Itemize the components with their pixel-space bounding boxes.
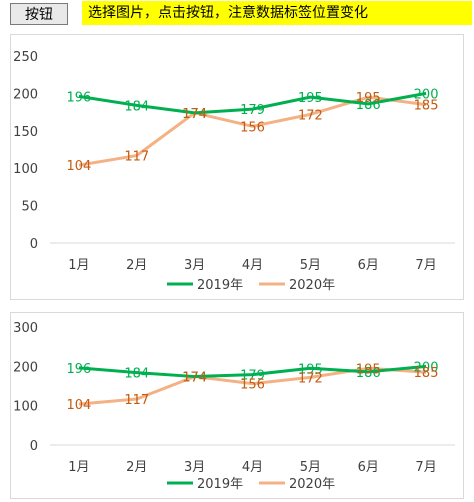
data-label: 174	[182, 107, 207, 122]
data-label: 200	[414, 87, 439, 102]
y-tick-label: 200	[13, 87, 38, 102]
data-label: 196	[67, 90, 92, 105]
data-label: 195	[298, 362, 323, 377]
line-chart-top: 0 50 100 150 200 250 1月 2月 3月 4月 5月 6月 7月 196 184 174 17…	[13, 50, 455, 293]
x-tick-label: 4月	[242, 258, 263, 273]
y-tick-label: 0	[30, 439, 38, 454]
x-tick-label: 7月	[415, 258, 436, 273]
data-label: 196	[67, 362, 92, 377]
data-label: 174	[182, 371, 207, 386]
data-label: 195	[356, 91, 381, 106]
data-label: 104	[67, 159, 92, 174]
x-tick-label: 4月	[242, 460, 263, 475]
action-button[interactable]: 按钮	[10, 3, 68, 25]
data-label: 117	[124, 393, 149, 408]
instruction-banner: 选择图片，点击按钮，注意数据标签位置变化	[82, 1, 472, 25]
data-label: 156	[240, 378, 265, 393]
data-label: 186	[356, 366, 381, 381]
x-tick-label: 6月	[358, 460, 379, 475]
series-line-2019	[78, 364, 427, 379]
x-tick-label: 2月	[126, 460, 147, 475]
y-tick-label: 100	[13, 162, 38, 177]
x-tick-label: 5月	[300, 258, 321, 273]
y-tick-label: 150	[13, 125, 38, 140]
data-label: 174	[182, 371, 207, 386]
x-tick-label: 2月	[126, 258, 147, 273]
data-label: 104	[67, 398, 92, 413]
data-label: 195	[298, 91, 323, 106]
chart-panel-bottom[interactable]: 0 100 200 300 1月 2月 3月 4月 5月 6月 7月 196 184 174 179 195 1…	[10, 312, 464, 499]
y-tick-label: 100	[13, 400, 38, 415]
legend-label: 2020年	[289, 477, 335, 492]
y-tick-label: 250	[13, 50, 38, 65]
data-label: 185	[414, 366, 439, 381]
legend-label: 2019年	[197, 278, 243, 293]
data-label: 174	[182, 107, 207, 122]
x-tick-label: 3月	[184, 460, 205, 475]
data-label: 186	[356, 98, 381, 113]
data-label: 179	[240, 103, 265, 118]
data-label: 179	[240, 369, 265, 384]
legend-label: 2019年	[197, 477, 243, 492]
y-tick-label: 50	[21, 200, 38, 215]
series-line-2019	[78, 91, 427, 115]
data-label: 172	[298, 108, 323, 123]
x-tick-label: 5月	[300, 460, 321, 475]
series-line-2020	[78, 366, 427, 406]
series-line-2020	[78, 95, 427, 167]
y-tick-label: 200	[13, 360, 38, 375]
x-tick-label: 3月	[184, 258, 205, 273]
data-label: 172	[298, 371, 323, 386]
data-label: 156	[240, 120, 265, 135]
data-label: 195	[356, 362, 381, 377]
y-tick-label: 0	[30, 237, 38, 252]
data-label: 184	[124, 367, 149, 382]
data-label: 184	[124, 99, 149, 114]
chart-panel-top[interactable]: 0 50 100 150 200 250 1月 2月 3月 4月 5月 6月 7月 196 184 174 17…	[10, 34, 464, 300]
x-tick-label: 1月	[68, 460, 89, 475]
legend-label: 2020年	[289, 278, 335, 293]
data-label: 117	[124, 149, 149, 164]
x-tick-label: 6月	[358, 258, 379, 273]
data-label: 185	[414, 99, 439, 114]
data-label: 200	[414, 360, 439, 375]
y-tick-label: 300	[13, 321, 38, 336]
x-tick-label: 7月	[415, 460, 436, 475]
x-tick-label: 1月	[68, 258, 89, 273]
